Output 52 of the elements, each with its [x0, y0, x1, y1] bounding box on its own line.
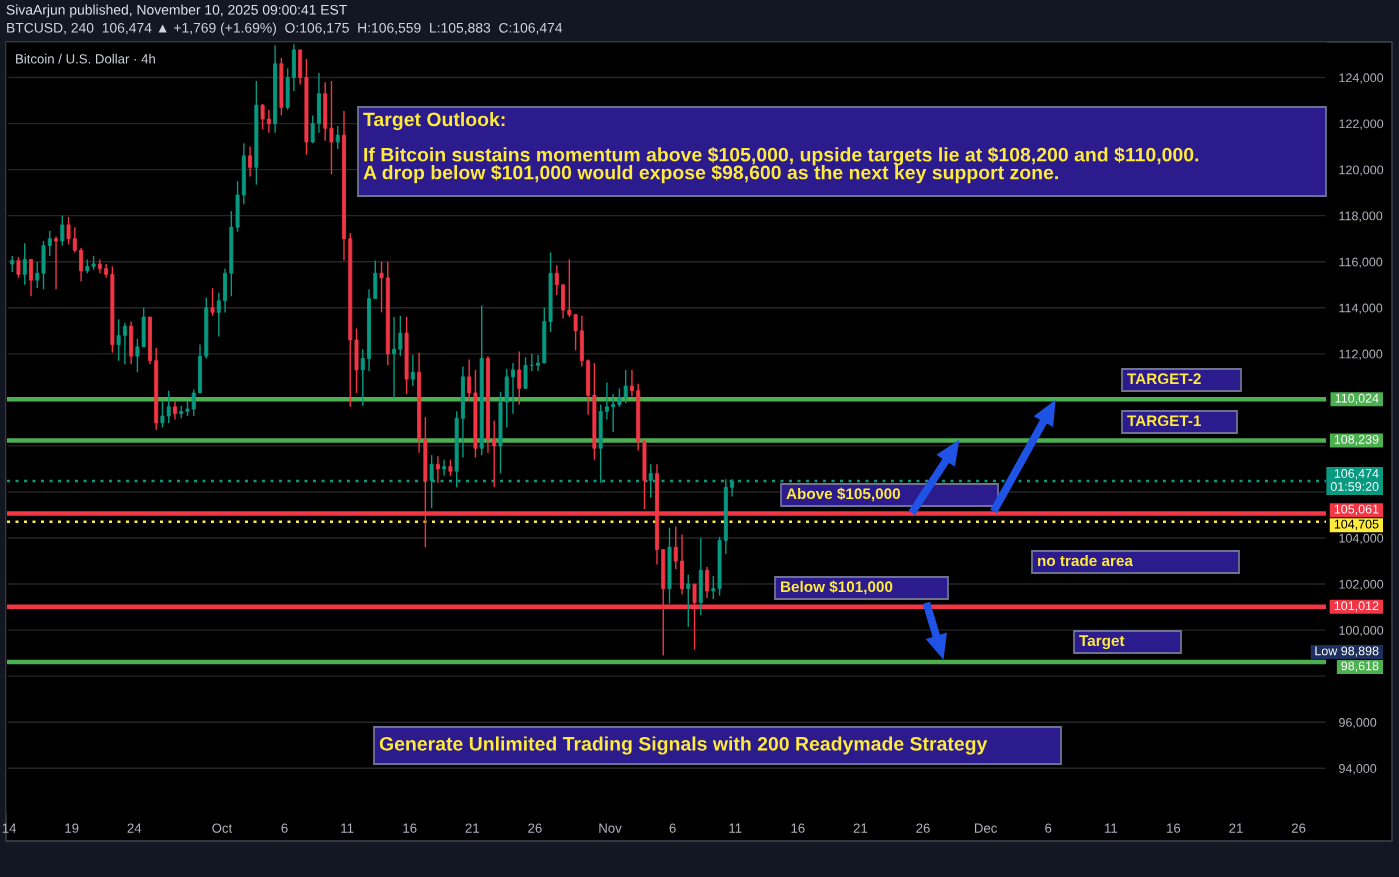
x-tick-label: Oct	[212, 823, 233, 833]
ref-line-label: 110,024	[1335, 393, 1379, 405]
y-tick-label: 102,000	[1339, 579, 1384, 591]
y-tick-label: 112,000	[1339, 349, 1383, 360]
y-tick-label: 120,000	[1339, 165, 1384, 176]
chart-subtitle: BTCUSD, 240 106,474 ▲ +1,769 (+1.69%) O:106,175 H:106,559 L:105,883 C:106,474	[7, 22, 563, 36]
x-tick-label: 6	[1045, 823, 1052, 833]
x-tick-label: 6	[281, 823, 288, 833]
annotation: TARGET-1	[1127, 415, 1201, 427]
x-tick-label: 26	[916, 823, 930, 833]
annotation: Target Outlook: If Bitcoin sustains momentum above $105,000, upside targets lie at $108,200 and $110,000. A drop below $101,000 would expose $98,600 as the next key support zone.	[363, 112, 1199, 184]
y-tick-label: 100,000	[1339, 625, 1384, 637]
ref-line-label: 106,474 01:59:20	[1330, 469, 1379, 491]
y-tick-label: 122,000	[1339, 119, 1384, 130]
x-tick-label: 21	[1229, 823, 1243, 833]
x-tick-label: 21	[853, 823, 868, 833]
annotation: Target	[1079, 635, 1125, 650]
x-tick-label: 6	[669, 823, 676, 833]
annotation: Above $105,000	[786, 487, 901, 502]
x-tick-label: Dec	[974, 823, 998, 833]
x-tick-label: 24	[127, 823, 142, 833]
annotation: Below $101,000	[781, 580, 893, 595]
ref-line-label: 108,239	[1334, 434, 1379, 446]
y-tick-label: 94,000	[1339, 764, 1377, 775]
y-tick-label: 96,000	[1339, 718, 1377, 729]
ref-line-label: 101,012	[1334, 601, 1379, 612]
y-tick-label: 114,000	[1339, 303, 1383, 314]
x-tick-label: 16	[403, 823, 417, 833]
x-tick-label: 26	[528, 823, 542, 833]
annotation: TARGET-2	[1127, 373, 1201, 385]
x-tick-label: 16	[791, 823, 805, 833]
y-tick-label: 124,000	[1339, 73, 1384, 84]
annotation: Low 98,898	[1315, 646, 1379, 657]
annotation: Bitcoin / U.S. Dollar · 4h	[16, 53, 155, 64]
ref-line-label: 105,061	[1334, 504, 1379, 516]
chart-title: SivaArjun published, November 10, 2025 09:00:41 EST	[6, 4, 347, 18]
x-tick-label: 19	[65, 823, 79, 833]
y-tick-label: 104,000	[1339, 533, 1384, 545]
ref-line-label: 98,618	[1341, 661, 1379, 672]
x-tick-label: 26	[1291, 823, 1306, 833]
y-tick-label: 116,000	[1339, 257, 1383, 268]
annotation: no trade area	[1038, 554, 1134, 567]
x-tick-label: Nov	[599, 823, 622, 833]
x-tick-label: 11	[341, 823, 354, 833]
x-tick-label: 11	[1104, 823, 1118, 833]
x-tick-label: 14	[2, 823, 17, 833]
x-tick-label: 16	[1167, 823, 1181, 833]
ref-line-label: 104,705	[1334, 519, 1379, 531]
annotation: Generate Unlimited Trading Signals with 200 Readymade Strategy	[379, 736, 988, 755]
y-tick-label: 118,000	[1339, 211, 1383, 222]
x-tick-label: 11	[729, 823, 742, 833]
x-tick-label: 21	[465, 823, 480, 833]
